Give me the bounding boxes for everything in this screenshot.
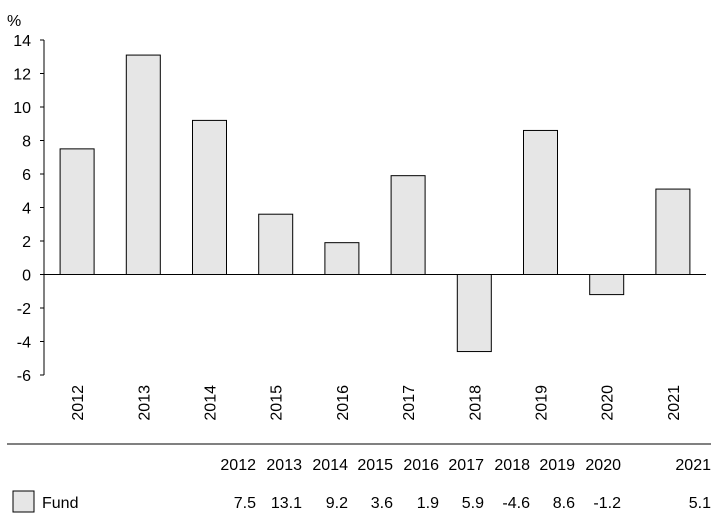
x-tick-label-2021: 2021 (666, 385, 683, 421)
x-tick-label-2019: 2019 (534, 385, 551, 421)
data-table-header: 2012 2013 2014 2015 2016 2017 2018 2019 2020 2021 (220, 457, 711, 474)
table-value-2021: 5.1 (689, 495, 711, 512)
table-value-2018: -4.6 (502, 495, 530, 512)
y-tick-label: 8 (22, 134, 31, 151)
y-tick-label: 0 (22, 268, 31, 285)
table-value-2013: 13.1 (271, 495, 302, 512)
bars (59, 54, 691, 353)
y-axis-label: % (7, 13, 21, 30)
bar-2013 (125, 54, 161, 276)
x-tick-label-2015: 2015 (269, 385, 286, 421)
bar-2015 (258, 213, 294, 275)
y-tick-label: 2 (22, 234, 31, 251)
bar-2019 (523, 129, 558, 275)
bar-2012 (59, 148, 95, 275)
data-table-values: 7.5 13.1 9.2 3.6 1.9 5.9 -4.6 8.6 -1.2 5.1 (234, 495, 711, 512)
table-header-2014: 2014 (312, 457, 348, 474)
table-value-2019: 8.6 (553, 495, 575, 512)
y-tick-label: 6 (22, 167, 31, 184)
x-tick-label-2018: 2018 (467, 385, 484, 421)
table-header-2018: 2018 (494, 457, 530, 474)
y-tick-label: -2 (17, 301, 31, 318)
table-value-2016: 1.9 (417, 495, 439, 512)
x-axis-tick-labels: 2012 2013 2014 2015 2016 2017 2018 2019 2020 2021 (70, 385, 683, 421)
table-value-2014: 9.2 (326, 495, 348, 512)
y-tick-label: -4 (17, 335, 31, 352)
table-header-2020: 2020 (585, 457, 621, 474)
x-tick-label-2017: 2017 (401, 385, 418, 421)
y-axis-ticks: 14 12 10 8 6 4 2 0 -2 -4 -6 (13, 33, 44, 385)
table-header-2019: 2019 (539, 457, 575, 474)
bar-2018 (456, 274, 492, 353)
table-value-2017: 5.9 (462, 495, 484, 512)
legend-swatch-fund (12, 490, 35, 513)
bar-2017 (390, 175, 426, 275)
bar-2016 (324, 242, 360, 276)
table-value-2020: -1.2 (593, 495, 621, 512)
bar-2021 (655, 188, 691, 275)
bar-2014 (192, 119, 227, 276)
table-value-2012: 7.5 (234, 495, 256, 512)
bar-2020 (589, 274, 625, 296)
y-tick-label: -6 (17, 368, 31, 385)
legend-label-fund: Fund (42, 495, 78, 512)
table-header-2021: 2021 (675, 457, 711, 474)
y-tick-label: 14 (13, 33, 31, 50)
table-header-2013: 2013 (266, 457, 302, 474)
x-tick-label-2016: 2016 (335, 385, 352, 421)
table-header-2016: 2016 (403, 457, 439, 474)
y-tick-label: 4 (22, 201, 31, 218)
table-header-2017: 2017 (448, 457, 484, 474)
x-tick-label-2013: 2013 (136, 385, 153, 421)
table-header-2012: 2012 (220, 457, 256, 474)
x-tick-label-2020: 2020 (600, 385, 617, 421)
y-tick-label: 10 (13, 100, 31, 117)
y-tick-label: 12 (13, 67, 31, 84)
table-value-2015: 3.6 (371, 495, 393, 512)
x-tick-label-2012: 2012 (70, 385, 87, 421)
table-header-2015: 2015 (357, 457, 393, 474)
x-tick-label-2014: 2014 (203, 385, 220, 421)
